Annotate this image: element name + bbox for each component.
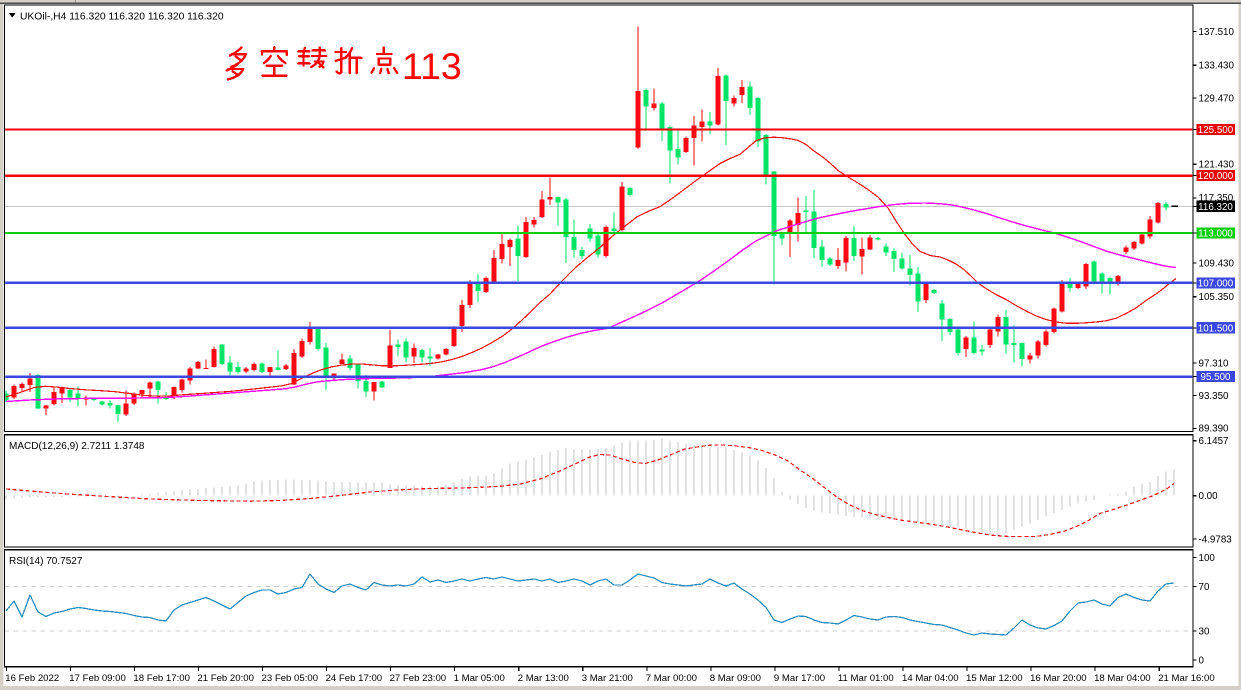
svg-text:109.430: 109.430 — [1199, 259, 1235, 270]
svg-text:18 Mar 04:00: 18 Mar 04:00 — [1094, 673, 1151, 684]
svg-text:107.000: 107.000 — [1198, 279, 1234, 290]
svg-text:23 Feb 05:00: 23 Feb 05:00 — [262, 673, 319, 684]
svg-text:21 Feb 20:00: 21 Feb 20:00 — [197, 673, 254, 684]
svg-text:16 Feb 2022: 16 Feb 2022 — [5, 673, 59, 684]
svg-text:3 Mar 21:00: 3 Mar 21:00 — [582, 673, 633, 684]
svg-text:0.00: 0.00 — [1199, 491, 1219, 502]
svg-text:RSI(14) 70.7527: RSI(14) 70.7527 — [9, 556, 83, 567]
svg-text:93.350: 93.350 — [1199, 391, 1230, 402]
svg-text:100: 100 — [1199, 553, 1216, 564]
svg-text:24 Feb 17:00: 24 Feb 17:00 — [326, 673, 383, 684]
svg-text:-4.9783: -4.9783 — [1199, 535, 1233, 546]
svg-text:30: 30 — [1199, 626, 1210, 637]
svg-text:15 Mar 12:00: 15 Mar 12:00 — [966, 673, 1023, 684]
svg-text:21 Mar 16:00: 21 Mar 16:00 — [1158, 673, 1215, 684]
svg-text:17 Feb 09:00: 17 Feb 09:00 — [69, 673, 126, 684]
svg-text:MACD(12,26,9) 2.7211 1.3748: MACD(12,26,9) 2.7211 1.3748 — [9, 441, 145, 452]
svg-text:116.320: 116.320 — [1198, 202, 1233, 213]
svg-text:129.470: 129.470 — [1199, 93, 1235, 104]
svg-text:UKOil-,H4 116.320 116.320 116: UKOil-,H4 116.320 116.320 116.320 116.32… — [20, 12, 224, 23]
svg-text:2 Mar 13:00: 2 Mar 13:00 — [518, 673, 569, 684]
svg-text:0: 0 — [1199, 655, 1205, 666]
svg-text:137.510: 137.510 — [1199, 27, 1235, 38]
svg-text:120.000: 120.000 — [1198, 171, 1234, 182]
svg-text:89.390: 89.390 — [1199, 424, 1230, 435]
svg-text:8 Mar 09:00: 8 Mar 09:00 — [710, 673, 761, 684]
svg-text:121.430: 121.430 — [1199, 160, 1235, 171]
svg-text:117.350: 117.350 — [1199, 193, 1234, 204]
svg-text:133.430: 133.430 — [1199, 61, 1235, 72]
svg-text:113: 113 — [402, 45, 462, 87]
svg-text:97.310: 97.310 — [1199, 358, 1230, 369]
svg-text:7 Mar 00:00: 7 Mar 00:00 — [646, 673, 697, 684]
svg-text:1 Mar 05:00: 1 Mar 05:00 — [454, 673, 505, 684]
svg-text:14 Mar 04:00: 14 Mar 04:00 — [902, 673, 959, 684]
svg-text:27 Feb 23:00: 27 Feb 23:00 — [390, 673, 447, 684]
svg-text:9 Mar 17:00: 9 Mar 17:00 — [774, 673, 825, 684]
svg-text:113.000: 113.000 — [1198, 229, 1233, 240]
svg-text:125.500: 125.500 — [1198, 125, 1234, 136]
svg-text:11 Mar 01:00: 11 Mar 01:00 — [838, 673, 894, 684]
svg-text:18 Feb 17:00: 18 Feb 17:00 — [133, 673, 190, 684]
svg-text:70: 70 — [1199, 582, 1210, 593]
svg-text:16 Mar 20:00: 16 Mar 20:00 — [1030, 673, 1087, 684]
svg-text:6.1457: 6.1457 — [1199, 436, 1229, 447]
svg-text:95.500: 95.500 — [1201, 372, 1232, 383]
svg-text:101.500: 101.500 — [1198, 323, 1234, 334]
svg-text:105.350: 105.350 — [1199, 292, 1235, 303]
